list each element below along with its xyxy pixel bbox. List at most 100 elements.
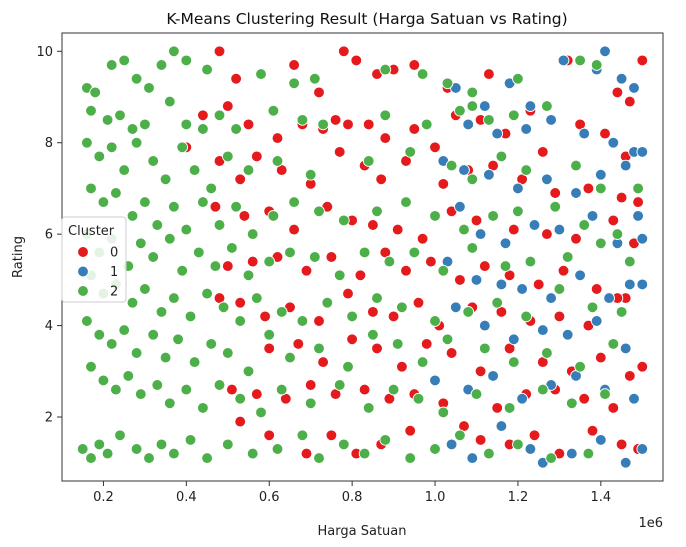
point-cluster-2 [553,283,566,295]
point-cluster-2 [404,146,417,158]
point-cluster-2 [391,338,404,350]
point-cluster-2 [85,104,97,117]
x-axis-label: Harga Satuan [318,524,407,539]
point-cluster-2 [101,447,114,460]
point-cluster-2 [89,86,102,99]
point-cluster-2 [429,210,441,222]
point-cluster-2 [130,136,143,149]
point-cluster-0 [408,59,421,71]
point-cluster-0 [226,383,238,396]
point-cluster-2 [599,388,611,400]
point-cluster-0 [491,402,504,414]
point-cluster-0 [536,146,549,158]
point-cluster-1 [619,342,632,355]
point-cluster-2 [445,159,458,172]
point-cluster-0 [594,351,607,364]
point-cluster-2 [143,82,155,94]
point-cluster-2 [632,182,644,195]
point-cluster-2 [105,59,118,71]
point-cluster-1 [499,237,512,250]
point-cluster-2 [536,383,549,396]
chart-title: K-Means Clustering Result (Harga Satuan … [166,10,567,28]
point-cluster-2 [454,104,466,117]
point-cluster-1 [462,118,475,131]
point-cluster-2 [574,360,586,373]
point-cluster-1 [619,456,632,469]
point-cluster-0 [346,333,358,346]
point-cluster-1 [632,210,644,222]
point-cluster-2 [594,182,607,195]
point-cluster-2 [126,296,139,309]
point-cluster-2 [308,251,321,263]
point-cluster-2 [221,150,234,163]
point-cluster-2 [188,164,201,176]
point-cluster-2 [130,347,143,359]
y-tick-label: 2 [45,411,53,426]
point-cluster-2 [147,328,160,341]
point-cluster-2 [466,86,479,99]
point-cluster-2 [296,429,309,442]
point-cluster-1 [495,420,508,432]
point-cluster-2 [404,452,417,464]
point-cluster-1 [561,328,574,341]
point-cluster-2 [466,242,479,254]
point-cluster-2 [81,136,93,149]
point-cluster-0 [329,114,342,126]
point-cluster-2 [230,200,242,213]
point-cluster-2 [615,306,628,318]
point-cluster-2 [201,63,213,76]
point-cluster-2 [159,351,172,364]
point-cluster-1 [636,146,649,158]
point-cluster-0 [636,360,649,373]
point-cluster-2 [93,438,106,451]
point-cluster-2 [201,287,213,300]
point-cluster-0 [557,264,570,277]
point-cluster-0 [379,132,392,144]
point-cluster-2 [578,219,591,231]
point-cluster-1 [491,127,504,140]
point-cluster-0 [599,127,611,140]
point-cluster-1 [429,374,441,387]
point-cluster-2 [118,164,131,176]
y-axis-label: Rating [11,236,26,278]
point-cluster-2 [184,310,197,323]
point-cluster-0 [238,210,251,222]
point-cluster-0 [474,365,487,378]
point-cluster-1 [557,54,570,67]
point-cluster-2 [408,246,421,259]
point-cluster-0 [313,315,325,327]
point-cluster-0 [234,296,247,309]
point-cluster-1 [545,292,557,304]
point-cluster-1 [590,315,603,327]
point-cluster-1 [512,182,524,195]
point-cluster-2 [362,402,375,414]
point-cluster-2 [437,264,450,277]
point-cluster-2 [246,447,259,460]
point-cluster-1 [574,269,586,282]
point-cluster-2 [288,196,300,208]
point-cluster-2 [130,72,143,85]
point-cluster-2 [275,306,288,318]
point-cluster-2 [284,246,296,259]
point-cluster-2 [134,237,147,250]
point-cluster-0 [445,347,458,359]
point-cluster-2 [163,95,176,108]
point-cluster-1 [636,232,649,245]
point-cluster-0 [553,310,566,323]
point-cluster-2 [495,150,508,163]
point-cluster-1 [619,159,632,172]
point-cluster-2 [267,104,280,117]
point-cluster-1 [466,452,479,464]
point-cluster-1 [520,123,533,135]
legend-marker-0 [77,246,89,258]
point-cluster-0 [404,424,417,437]
x-tick-label: 0.8 [342,490,363,505]
point-cluster-2 [163,232,176,245]
x-tick-label: 1.4 [590,490,611,505]
point-cluster-1 [607,136,620,149]
point-cluster-0 [362,118,375,131]
y-tick-label: 4 [45,319,53,334]
point-cluster-2 [362,155,375,167]
point-cluster-1 [478,319,491,332]
point-cluster-2 [263,255,276,268]
